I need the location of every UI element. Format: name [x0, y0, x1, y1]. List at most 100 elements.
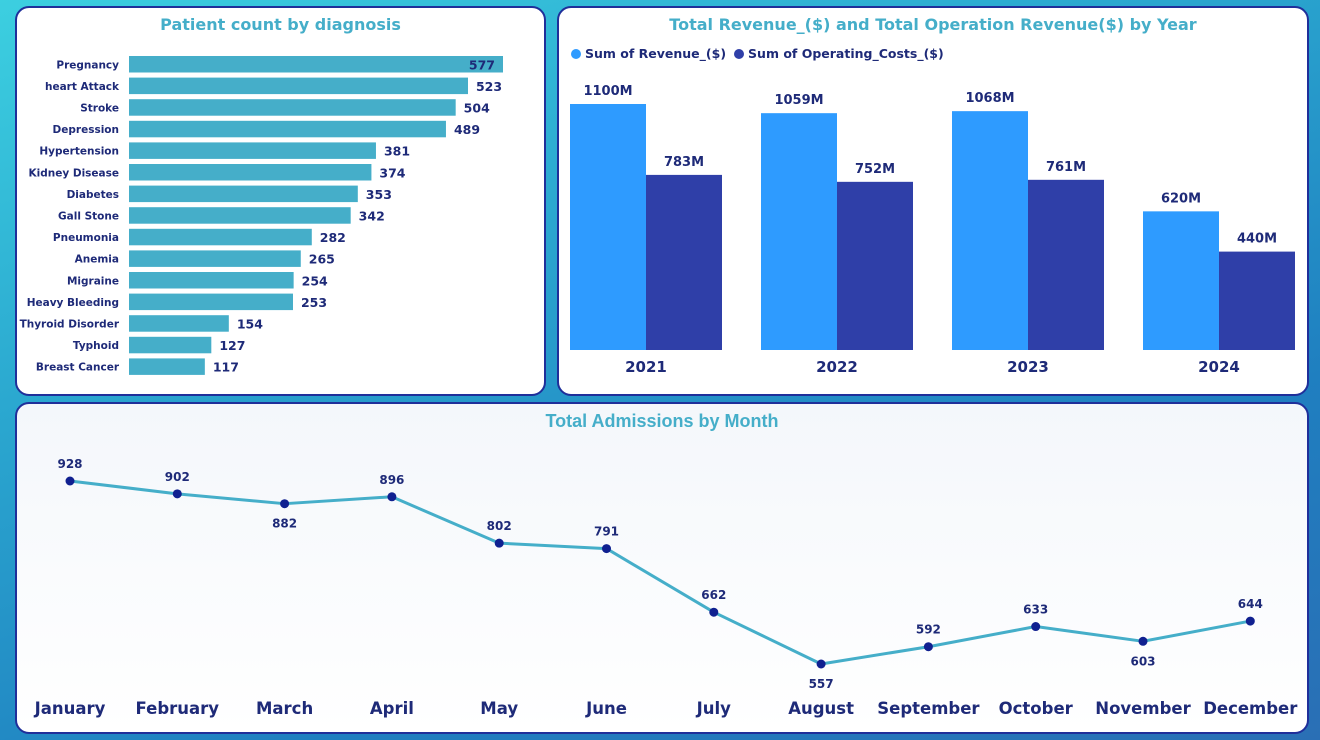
admissions-value-label: 633: [1023, 603, 1048, 617]
diagnosis-value-label: 374: [379, 165, 405, 180]
diagnosis-bar: [129, 164, 372, 181]
diagnosis-bar: [129, 56, 503, 73]
year-tick-label: 2022: [816, 358, 858, 376]
revenue-value-label: 752M: [855, 162, 895, 177]
legend-item-revenue[interactable]: Sum of Revenue_($): [571, 46, 726, 61]
diagnosis-value-label: 154: [237, 316, 263, 331]
diagnosis-value-label: 523: [476, 79, 502, 94]
revenue-bar: [952, 111, 1028, 350]
diagnosis-bar: [129, 336, 212, 354]
revenue-value-label: 620M: [1161, 191, 1201, 206]
diagnosis-value-label: 253: [301, 295, 327, 310]
admissions-value-label: 644: [1238, 597, 1263, 611]
diagnosis-bar: [129, 77, 468, 95]
admissions-value-label: 603: [1130, 654, 1155, 668]
diagnosis-bar-chart: Pregnancy 577 heart Attack 523 Stroke 504 Depr…: [20, 56, 503, 375]
admissions-line-chart: 928 January 902 February 882 March 896 April 802…: [34, 457, 1299, 718]
legend-dot-operating-costs: [734, 48, 745, 59]
legend-item-operating-costs[interactable]: Sum of Operating_Costs_($): [734, 46, 944, 61]
revenue-bar: [1028, 179, 1104, 350]
diagnosis-bar: [129, 315, 229, 332]
diagnosis-bar: [129, 207, 351, 224]
month-tick-label: March: [256, 699, 313, 718]
diagnosis-bar: [129, 358, 205, 375]
revenue-value-label: 761M: [1046, 160, 1086, 175]
admissions-value-label: 557: [809, 677, 834, 691]
diagnosis-category-label: Heavy Bleeding: [27, 297, 119, 309]
month-tick-label: February: [136, 699, 220, 718]
admissions-value-label: 791: [594, 525, 619, 539]
admissions-chart-title: Total Admissions by Month: [545, 411, 779, 431]
admissions-series-line: [69, 479, 1251, 666]
month-tick-label: November: [1095, 699, 1191, 718]
diagnosis-value-label: 117: [213, 360, 239, 375]
diagnosis-category-label: heart Attack: [45, 81, 120, 93]
month-tick-label: May: [480, 699, 518, 718]
admissions-value-label: 802: [487, 519, 512, 533]
revenue-value-label: 1100M: [583, 84, 632, 99]
diagnosis-category-label: Pregnancy: [56, 59, 119, 71]
diagnosis-value-label: 254: [302, 273, 328, 288]
admissions-point: [1245, 616, 1255, 626]
legend-dot-revenue: [571, 48, 581, 59]
month-tick-label: October: [999, 699, 1074, 718]
diagnosis-bar: [129, 99, 456, 116]
admissions-point: [816, 659, 826, 669]
diagnosis-bar: [129, 120, 446, 138]
diagnosis-category-label: Pneumonia: [53, 232, 119, 244]
diagnosis-category-label: Kidney Disease: [29, 167, 120, 179]
diagnosis-value-label: 282: [320, 230, 346, 245]
diagnosis-category-label: Gall Stone: [58, 210, 119, 222]
admissions-point: [494, 538, 504, 548]
revenue-bar: [1143, 211, 1219, 350]
admissions-panel: Total Admissions by Month 928 January 902 F…: [15, 402, 1309, 734]
month-tick-label: January: [34, 699, 106, 718]
admissions-value-label: 896: [379, 473, 404, 487]
admissions-point: [1138, 636, 1148, 646]
admissions-value-label: 902: [165, 470, 190, 484]
diagnosis-bar: [129, 250, 301, 267]
admissions-point: [65, 476, 75, 486]
diagnosis-category-label: Hypertension: [39, 146, 119, 158]
diagnosis-value-label: 353: [366, 187, 392, 202]
revenue-bar: [570, 104, 646, 350]
revenue-chart-title: Total Revenue_($) and Total Operation Re…: [669, 15, 1197, 34]
admissions-value-label: 882: [272, 517, 297, 531]
diagnosis-category-label: Depression: [53, 124, 119, 136]
admissions-point: [709, 607, 719, 617]
month-tick-label: July: [696, 699, 732, 718]
month-tick-label: December: [1203, 699, 1298, 718]
diagnosis-value-label: 127: [219, 338, 245, 353]
diagnosis-category-label: Stroke: [80, 102, 119, 114]
diagnosis-category-label: Diabetes: [67, 189, 119, 201]
year-tick-label: 2021: [625, 358, 667, 376]
admissions-value-label: 928: [57, 457, 82, 471]
revenue-bar: [646, 174, 722, 350]
diagnosis-category-label: Typhoid: [73, 340, 119, 352]
revenue-panel: Total Revenue_($) and Total Operation Re…: [557, 6, 1309, 396]
admissions-value-label: 662: [701, 588, 726, 602]
revenue-bar: [837, 181, 913, 350]
admissions-point: [923, 642, 933, 652]
diagnosis-category-label: Anemia: [75, 254, 119, 266]
legend-label-revenue: Sum of Revenue_($): [585, 46, 727, 61]
admissions-point: [387, 492, 397, 502]
admissions-point: [172, 489, 182, 499]
diagnosis-value-label: 489: [454, 122, 480, 137]
diagnosis-bar: [129, 272, 294, 289]
diagnosis-value-label: 577: [469, 57, 495, 72]
revenue-bar: [1219, 251, 1295, 350]
diagnosis-value-label: 504: [464, 100, 490, 115]
diagnosis-value-label: 381: [384, 144, 410, 159]
revenue-value-label: 1068M: [965, 91, 1014, 106]
diagnosis-bar: [129, 228, 312, 246]
revenue-value-label: 1059M: [774, 93, 823, 108]
diagnosis-bar: [129, 293, 293, 311]
year-tick-label: 2023: [1007, 358, 1049, 376]
diagnosis-bar: [129, 185, 358, 203]
revenue-bar: [761, 113, 837, 350]
month-tick-label: June: [585, 699, 627, 718]
diagnosis-value-label: 265: [309, 252, 335, 267]
diagnosis-value-label: 342: [359, 208, 385, 223]
revenue-legend: Sum of Revenue_($) Sum of Operating_Cost…: [571, 46, 944, 61]
